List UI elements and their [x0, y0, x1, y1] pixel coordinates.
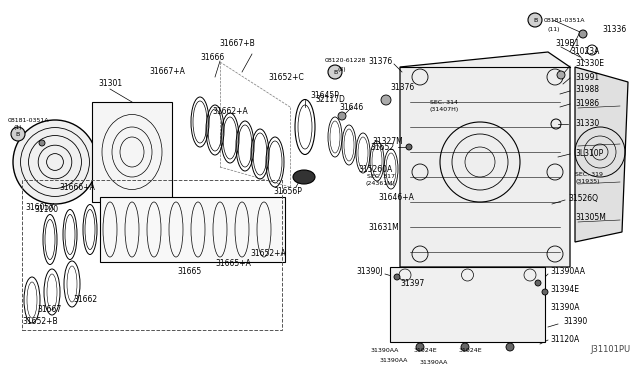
Text: B: B — [533, 17, 537, 22]
Circle shape — [394, 274, 400, 280]
Text: 31667+B: 31667+B — [219, 39, 255, 48]
Circle shape — [557, 71, 565, 79]
Text: J31101PU: J31101PU — [590, 345, 630, 354]
Text: 31667+A: 31667+A — [149, 67, 185, 77]
Bar — [100, 197, 285, 262]
Text: 31665+A: 31665+A — [215, 260, 251, 269]
Text: 31646: 31646 — [340, 103, 364, 112]
Text: 31023A: 31023A — [570, 48, 600, 57]
Text: 31645P: 31645P — [310, 90, 339, 99]
Text: 31662: 31662 — [73, 295, 97, 305]
Circle shape — [542, 289, 548, 295]
Text: (8): (8) — [337, 67, 346, 73]
Circle shape — [11, 127, 25, 141]
Circle shape — [338, 112, 346, 120]
Circle shape — [406, 144, 412, 150]
Text: 31024E: 31024E — [413, 347, 437, 353]
Text: 31652+B: 31652+B — [22, 317, 58, 327]
Text: 31330: 31330 — [575, 119, 599, 128]
Circle shape — [461, 343, 469, 351]
Text: 31652: 31652 — [371, 142, 395, 151]
Circle shape — [328, 65, 342, 79]
Text: 31376: 31376 — [390, 83, 414, 92]
Text: 31390: 31390 — [563, 317, 588, 327]
Text: 31666+A: 31666+A — [59, 183, 95, 192]
Text: 08181-0351A: 08181-0351A — [544, 17, 586, 22]
Text: 31024E: 31024E — [458, 347, 482, 353]
Text: 31986: 31986 — [575, 99, 599, 108]
Text: 31336: 31336 — [602, 26, 627, 35]
Text: 31652+C: 31652+C — [268, 73, 304, 81]
Text: 3L310P: 3L310P — [575, 150, 604, 158]
Text: 31390AA: 31390AA — [371, 347, 399, 353]
Text: 31305M: 31305M — [575, 212, 606, 221]
Text: (11): (11) — [548, 26, 561, 32]
Circle shape — [506, 343, 514, 351]
Text: SEC. 314: SEC. 314 — [430, 99, 458, 105]
Text: 31656P: 31656P — [273, 186, 303, 196]
Circle shape — [528, 13, 542, 27]
Bar — [390, 267, 545, 342]
Text: 31376: 31376 — [369, 58, 393, 67]
Text: 31390J: 31390J — [356, 267, 383, 276]
Text: 31988: 31988 — [575, 86, 599, 94]
Text: 32117D: 32117D — [315, 94, 345, 103]
Circle shape — [13, 120, 97, 204]
Ellipse shape — [293, 170, 315, 184]
Polygon shape — [575, 67, 628, 242]
Text: (1): (1) — [14, 125, 22, 131]
Text: B: B — [333, 70, 337, 74]
Circle shape — [416, 343, 424, 351]
Text: SEC. 317: SEC. 317 — [367, 174, 395, 180]
Circle shape — [381, 95, 391, 105]
Text: (31407H): (31407H) — [430, 108, 460, 112]
Text: 31390AA: 31390AA — [550, 267, 585, 276]
Text: 31631M: 31631M — [368, 222, 399, 231]
Circle shape — [535, 280, 541, 286]
Text: (24361M): (24361M) — [365, 182, 395, 186]
Text: 31665: 31665 — [178, 267, 202, 276]
Text: SEC. 319: SEC. 319 — [575, 171, 603, 176]
Text: 31646+A: 31646+A — [378, 192, 414, 202]
Text: 31327M: 31327M — [372, 138, 403, 147]
Text: 31390AA: 31390AA — [380, 357, 408, 362]
Bar — [22, 180, 282, 330]
Text: 31301: 31301 — [98, 80, 122, 89]
Text: 31667: 31667 — [38, 305, 62, 314]
Text: 31390AA: 31390AA — [420, 359, 449, 365]
Text: (31935): (31935) — [575, 179, 600, 183]
Text: B: B — [16, 131, 20, 137]
Text: 319B1: 319B1 — [555, 39, 579, 48]
Text: 31662+A: 31662+A — [212, 108, 248, 116]
Text: 31666: 31666 — [201, 52, 225, 61]
Circle shape — [39, 140, 45, 146]
Bar — [92, 102, 172, 202]
Text: 31330E: 31330E — [575, 60, 604, 68]
Text: 31652+A: 31652+A — [250, 250, 285, 259]
Text: 08120-61228: 08120-61228 — [325, 58, 366, 62]
Polygon shape — [400, 52, 570, 267]
Text: 31397: 31397 — [400, 279, 424, 289]
Circle shape — [579, 30, 587, 38]
Text: 31120A: 31120A — [550, 334, 579, 343]
Text: 31991: 31991 — [575, 73, 599, 81]
Text: 31390A: 31390A — [550, 302, 579, 311]
Text: 31394E: 31394E — [550, 285, 579, 295]
Text: 315260A: 315260A — [358, 166, 392, 174]
Text: 08181-0351A: 08181-0351A — [8, 118, 49, 122]
Text: 31526Q: 31526Q — [568, 195, 598, 203]
Text: 31100: 31100 — [34, 205, 58, 215]
Text: 31605X: 31605X — [26, 202, 55, 212]
